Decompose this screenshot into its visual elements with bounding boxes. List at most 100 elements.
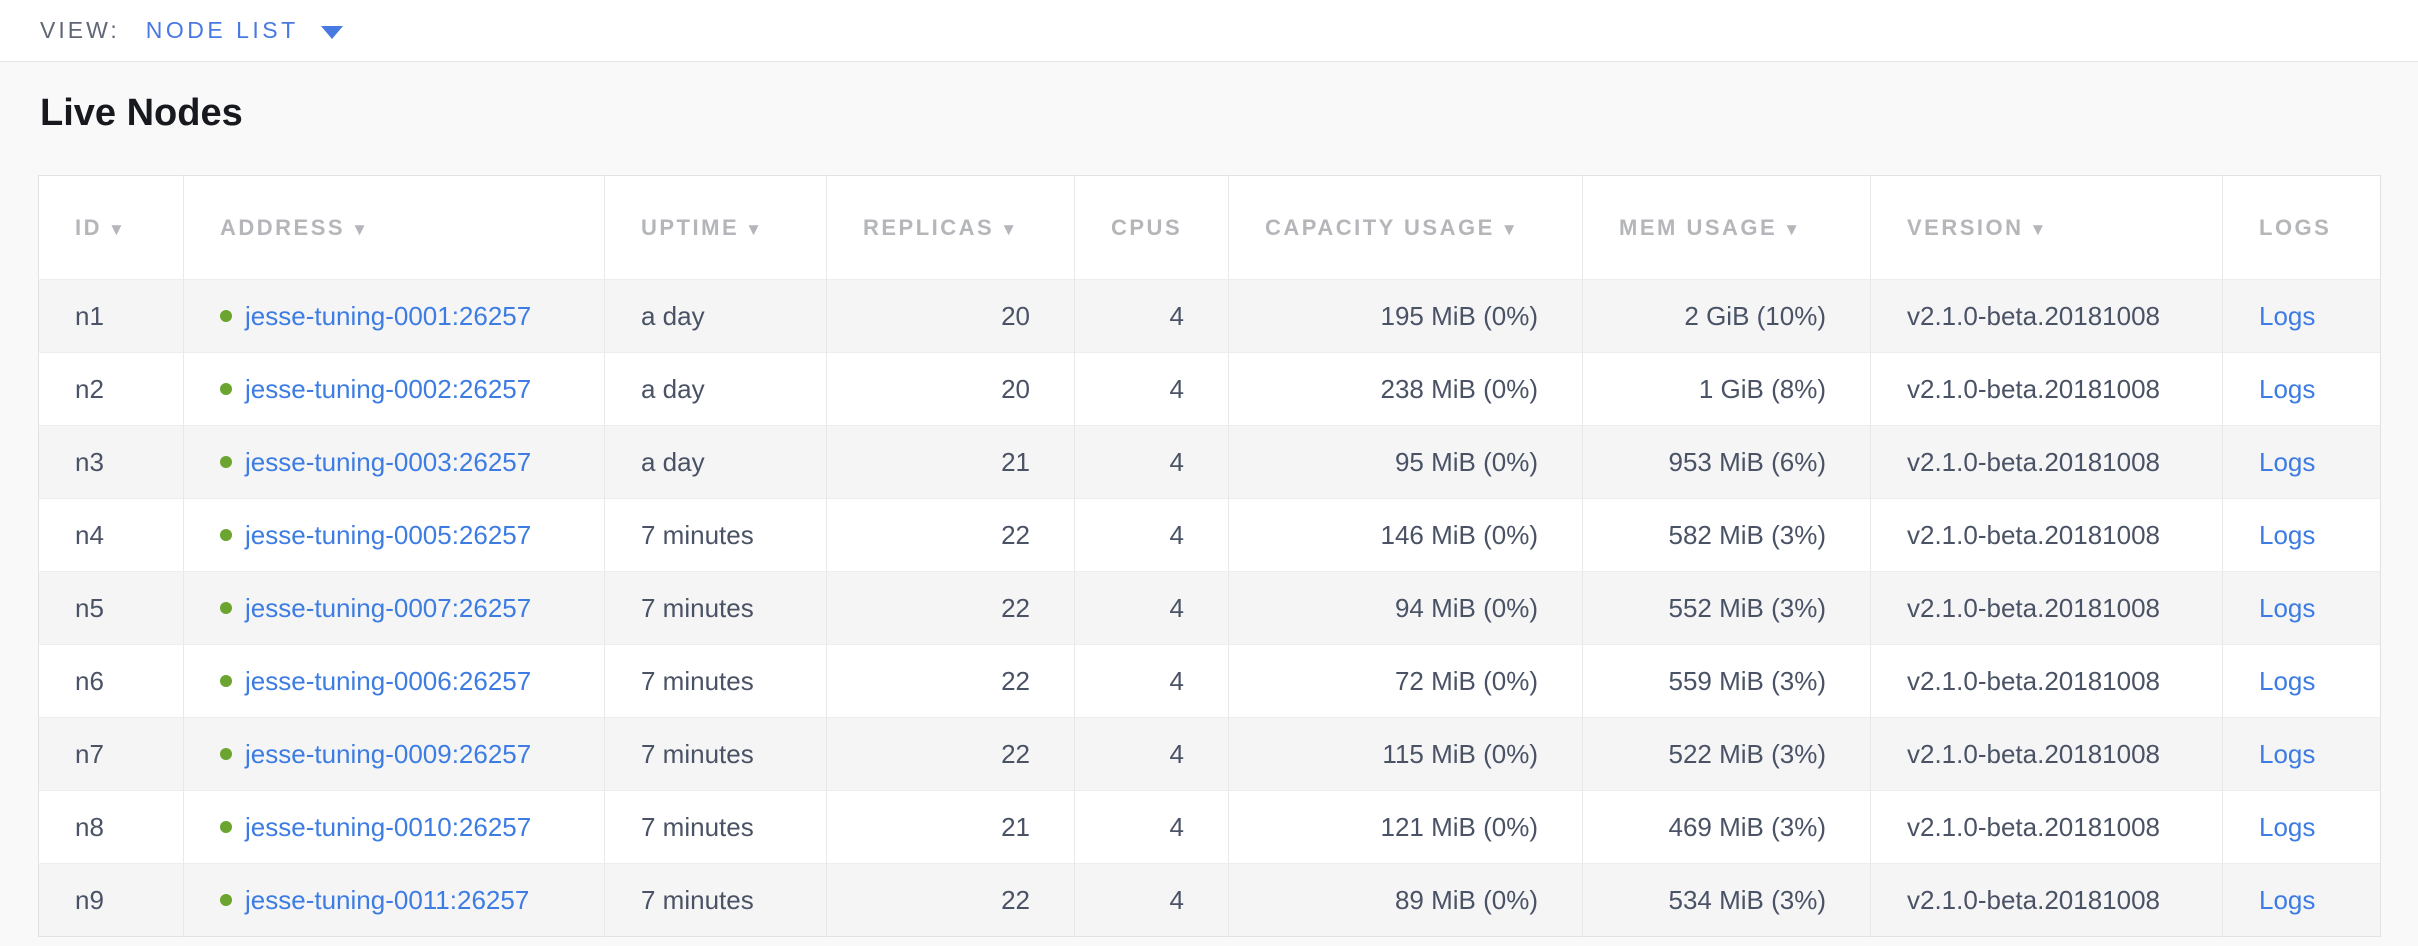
address-link[interactable]: jesse-tuning-0005:26257 (245, 519, 532, 550)
view-label: VIEW: (40, 17, 120, 43)
column-header-replicas[interactable]: REPLICAS ▼ (826, 175, 1075, 280)
cell-mem: 534 MiB (3%) (1582, 863, 1871, 937)
column-header-cpus: CPUS (1074, 175, 1229, 280)
cell-cpus: 4 (1074, 863, 1229, 937)
address-link[interactable]: jesse-tuning-0006:26257 (245, 665, 532, 696)
cell-address: jesse-tuning-0007:26257 (183, 571, 605, 645)
logs-link[interactable]: Logs (2259, 665, 2316, 696)
cell-mem: 582 MiB (3%) (1582, 498, 1871, 572)
cell-version: v2.1.0-beta.20181008 (1870, 425, 2223, 499)
cell-replicas: 20 (826, 352, 1075, 426)
cell-address: jesse-tuning-0006:26257 (183, 644, 605, 718)
cell-cpus: 4 (1074, 498, 1229, 572)
cell-node-id: n5 (38, 571, 184, 645)
sort-caret-icon: ▼ (2029, 219, 2049, 239)
logs-link[interactable]: Logs (2259, 884, 2316, 915)
chevron-down-icon (320, 25, 343, 39)
cell-address: jesse-tuning-0010:26257 (183, 790, 605, 864)
node-live-status-icon (220, 748, 232, 760)
cell-uptime: 7 minutes (604, 863, 827, 937)
node-live-status-icon (220, 310, 232, 322)
logs-link[interactable]: Logs (2259, 373, 2316, 404)
column-header-address[interactable]: ADDRESS ▼ (183, 175, 605, 280)
column-header-capacity-usage[interactable]: CAPACITY USAGE ▼ (1228, 175, 1583, 280)
table-row: n3 jesse-tuning-0003:26257 a day 21 4 95… (38, 425, 2381, 499)
cell-version: v2.1.0-beta.20181008 (1870, 790, 2223, 864)
cell-uptime: 7 minutes (604, 644, 827, 718)
view-dropdown[interactable]: NODE LIST (146, 17, 343, 44)
view-bar: VIEW: NODE LIST (0, 0, 2418, 62)
node-live-status-icon (220, 675, 232, 687)
sort-caret-icon: ▼ (1500, 219, 1521, 239)
cell-capacity: 95 MiB (0%) (1228, 425, 1583, 499)
cell-address: jesse-tuning-0005:26257 (183, 498, 605, 572)
cell-uptime: a day (604, 425, 827, 499)
cell-cpus: 4 (1074, 352, 1229, 426)
cell-address: jesse-tuning-0011:26257 (183, 863, 605, 937)
cell-capacity: 195 MiB (0%) (1228, 279, 1583, 353)
cell-replicas: 22 (826, 498, 1075, 572)
cell-mem: 1 GiB (8%) (1582, 352, 1871, 426)
address-link[interactable]: jesse-tuning-0009:26257 (245, 738, 532, 769)
live-nodes-table: ID ▼ ADDRESS ▼ UPTIME ▼ REPLICAS ▼ CPUS CAPA… (38, 175, 2381, 937)
address-link[interactable]: jesse-tuning-0011:26257 (245, 884, 530, 915)
cell-node-id: n1 (38, 279, 184, 353)
cell-capacity: 238 MiB (0%) (1228, 352, 1583, 426)
cell-mem: 2 GiB (10%) (1582, 279, 1871, 353)
cell-mem: 559 MiB (3%) (1582, 644, 1871, 718)
logs-link[interactable]: Logs (2259, 592, 2316, 623)
cell-cpus: 4 (1074, 644, 1229, 718)
cell-version: v2.1.0-beta.20181008 (1870, 863, 2223, 937)
cell-mem: 469 MiB (3%) (1582, 790, 1871, 864)
column-header-version[interactable]: VERSION ▼ (1870, 175, 2223, 280)
sort-caret-icon: ▼ (1783, 219, 1803, 239)
address-link[interactable]: jesse-tuning-0002:26257 (245, 373, 532, 404)
cell-version: v2.1.0-beta.20181008 (1870, 279, 2223, 353)
table-body: n1 jesse-tuning-0001:26257 a day 20 4 19… (38, 279, 2381, 937)
cell-replicas: 21 (826, 790, 1075, 864)
cell-uptime: 7 minutes (604, 498, 827, 572)
cell-replicas: 22 (826, 644, 1075, 718)
logs-link[interactable]: Logs (2259, 446, 2316, 477)
cell-mem: 953 MiB (6%) (1582, 425, 1871, 499)
cell-capacity: 94 MiB (0%) (1228, 571, 1583, 645)
page-title: Live Nodes (40, 92, 243, 134)
cell-node-id: n9 (38, 863, 184, 937)
cell-address: jesse-tuning-0003:26257 (183, 425, 605, 499)
cell-cpus: 4 (1074, 571, 1229, 645)
cell-mem: 552 MiB (3%) (1582, 571, 1871, 645)
sort-caret-icon: ▼ (1000, 219, 1020, 239)
column-header-logs: LOGS (2222, 175, 2381, 280)
address-link[interactable]: jesse-tuning-0007:26257 (245, 592, 532, 623)
logs-link[interactable]: Logs (2259, 300, 2316, 331)
address-link[interactable]: jesse-tuning-0003:26257 (245, 446, 532, 477)
column-header-id[interactable]: ID ▼ (38, 175, 184, 280)
cell-uptime: 7 minutes (604, 717, 827, 791)
cell-capacity: 121 MiB (0%) (1228, 790, 1583, 864)
node-live-status-icon (220, 894, 232, 906)
main-content: Live Nodes ID ▼ ADDRESS ▼ UPTIME ▼ REPLICAS… (0, 62, 2418, 946)
cell-replicas: 22 (826, 717, 1075, 791)
column-header-mem-usage[interactable]: MEM USAGE ▼ (1582, 175, 1871, 280)
address-link[interactable]: jesse-tuning-0001:26257 (245, 300, 532, 331)
cell-capacity: 115 MiB (0%) (1228, 717, 1583, 791)
logs-link[interactable]: Logs (2259, 519, 2316, 550)
cell-mem: 522 MiB (3%) (1582, 717, 1871, 791)
cell-cpus: 4 (1074, 790, 1229, 864)
cell-capacity: 89 MiB (0%) (1228, 863, 1583, 937)
column-header-uptime[interactable]: UPTIME ▼ (604, 175, 827, 280)
logs-link[interactable]: Logs (2259, 811, 2316, 842)
cell-version: v2.1.0-beta.20181008 (1870, 498, 2223, 572)
cell-capacity: 146 MiB (0%) (1228, 498, 1583, 572)
address-link[interactable]: jesse-tuning-0010:26257 (245, 811, 532, 842)
sort-caret-icon: ▼ (108, 219, 128, 239)
table-row: n9 jesse-tuning-0011:26257 7 minutes 22 … (38, 863, 2381, 937)
cell-address: jesse-tuning-0002:26257 (183, 352, 605, 426)
logs-link[interactable]: Logs (2259, 738, 2316, 769)
table-row: n1 jesse-tuning-0001:26257 a day 20 4 19… (38, 279, 2381, 353)
cell-node-id: n4 (38, 498, 184, 572)
cell-replicas: 22 (826, 863, 1075, 937)
node-live-status-icon (220, 529, 232, 541)
view-dropdown-value: NODE LIST (145, 17, 299, 43)
table-row: n6 jesse-tuning-0006:26257 7 minutes 22 … (38, 644, 2381, 718)
